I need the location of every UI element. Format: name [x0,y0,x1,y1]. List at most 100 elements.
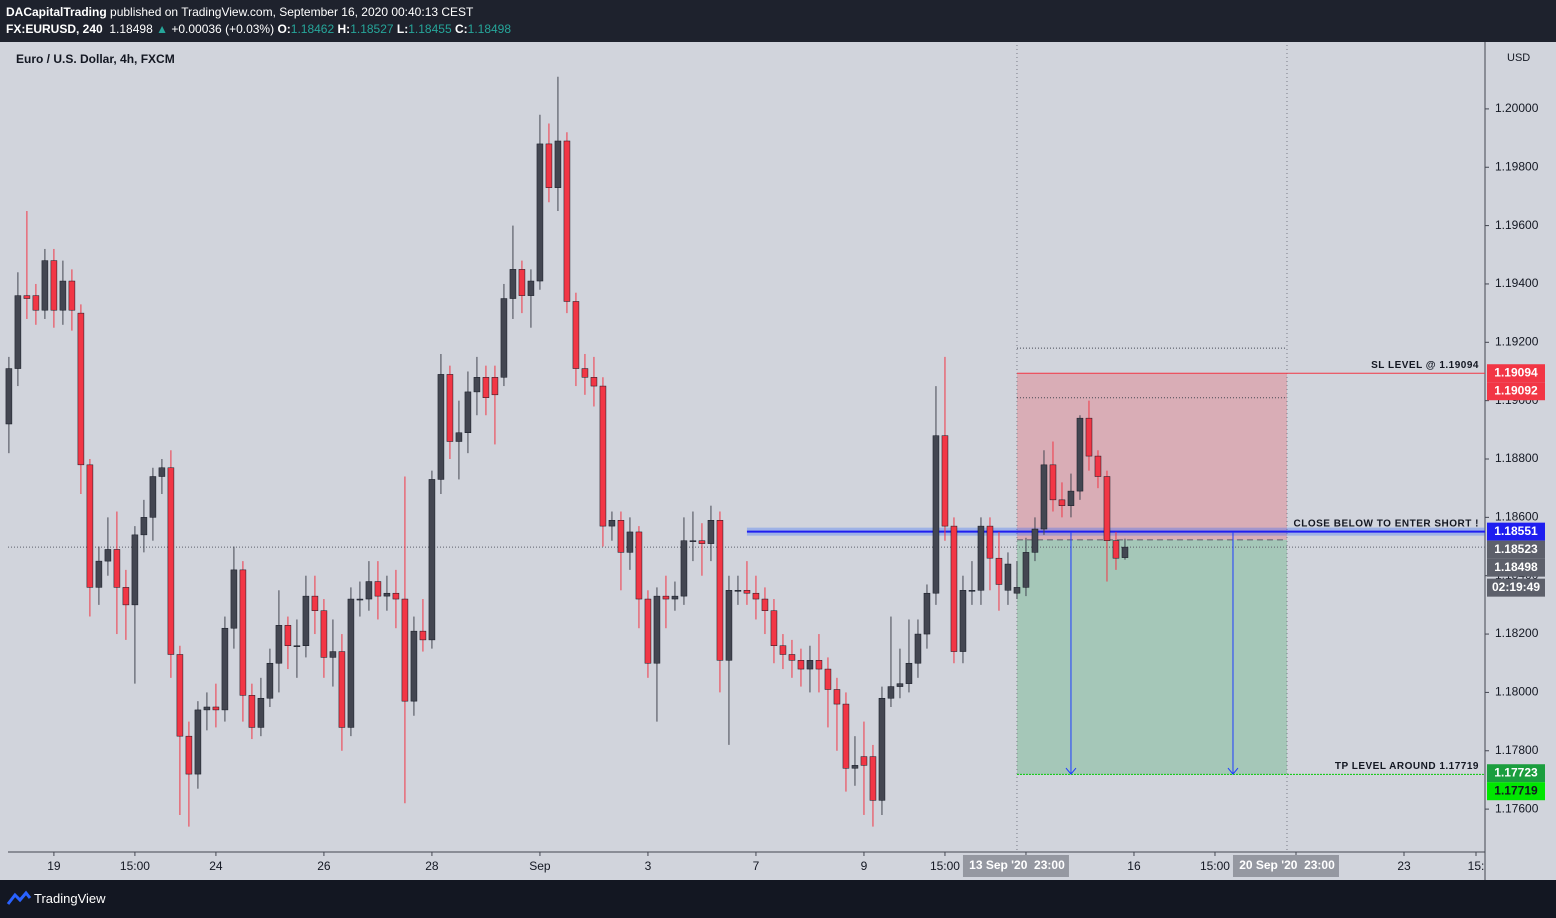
candle-body [1004,563,1012,591]
candle-body [140,517,148,536]
y-tick-label: 1.19400 [1495,276,1539,290]
annotation: TP LEVEL AROUND 1.17719 [1335,761,1479,772]
candle-body [680,540,688,597]
candle-body [338,651,346,728]
candle-body [1112,540,1120,559]
candle-body [617,520,625,553]
candle-body [311,595,319,611]
candle-body [293,645,301,647]
candle-body [23,295,31,299]
candle-body [734,590,742,592]
candle-body [923,592,931,635]
x-tick-label: 19 [47,859,61,873]
published: published on TradingView.com, September … [110,5,474,19]
candle-body [662,595,670,600]
candle-body [401,598,409,702]
candle-body [1058,499,1066,506]
candle-body [887,686,895,699]
candle-body [815,660,823,670]
arrow: ▲ [156,22,168,36]
publisher: DACapitalTrading [6,5,107,19]
candle-body [131,534,139,606]
candle-body [878,697,886,801]
y-tick-label: 1.18000 [1495,685,1539,699]
x-tick-label: 23 [1397,859,1411,873]
candle-body [491,377,499,396]
candle-body [158,467,166,477]
price-label: 1.18551 [1494,524,1538,538]
candle-body [1121,546,1129,558]
x-tick-label: 15:00 [120,859,150,873]
candle-body [230,569,238,629]
price-label-box [1487,558,1545,577]
x-tick-label: 15:00 [930,859,960,873]
candle-body [572,301,580,369]
candle-body [113,549,121,588]
o-key: O: [277,22,291,36]
c-val: 1.18498 [467,22,512,36]
change: +0.00036 (+0.03%) [171,22,275,36]
candle-body [203,706,211,711]
x-tick-label: 28 [425,859,439,873]
price-label-box [1487,782,1545,801]
annotation: SL LEVEL @ 1.19094 [1371,360,1479,371]
y-tick-label: 1.18200 [1495,626,1539,640]
annotation: CLOSE BELOW TO ENTER SHORT ! [1294,518,1479,529]
candle-body [419,630,427,641]
candle-body [554,140,562,188]
candle-body [599,385,607,527]
candle-body [392,592,400,600]
candle-body [176,654,184,737]
candle-body [536,143,544,282]
candle-body [581,368,589,378]
candle-body [428,479,436,641]
price-label: 1.19092 [1494,383,1538,397]
candle-body [995,557,1003,585]
candle-body [248,695,256,728]
candle-body [743,590,751,594]
candle-body [14,295,22,369]
brand: TradingView [34,891,106,906]
candle-body [50,260,58,311]
candle-body [959,590,967,652]
target-zone [1016,539,1287,775]
candle-body [914,633,922,664]
candle-body [671,595,679,600]
x-tick-label: 3 [645,859,652,873]
candle-body [149,476,157,518]
candle-body [41,260,49,311]
candle-body [563,140,571,302]
candle-body [590,377,598,387]
footer: TradingView [0,880,1556,918]
x-tick-label: 16 [1127,859,1141,873]
candle-body [257,697,265,728]
candle-body [941,435,949,527]
candle-body [500,298,508,378]
candle-body [1103,476,1111,541]
candle-body [824,668,832,690]
y-tick-label: 1.18800 [1495,451,1539,465]
candle-body [977,525,985,591]
candle-body [950,525,958,652]
c-key: C: [454,22,468,36]
candle-body [167,467,175,655]
candle-body [1049,464,1057,501]
l-key: L: [396,22,409,36]
candle-body [608,520,616,527]
countdown: 02:19:49 [1492,580,1540,594]
chart: Euro / U.S. Dollar, 4h, FXCM USD 1.17600… [5,42,1545,880]
candle-body [770,610,778,646]
candle-body [851,765,859,769]
y-tick-label: 1.20000 [1495,101,1539,115]
candle-body [383,592,391,597]
candle-body [833,689,841,705]
candle-body [302,595,310,646]
date-label-box [962,855,1069,877]
candle-body [77,312,85,466]
y-tick-label: 1.19800 [1495,159,1539,173]
date-label-box [1232,855,1339,877]
candle-body [761,598,769,611]
candle-body [986,525,994,559]
candle-body [1094,455,1102,477]
